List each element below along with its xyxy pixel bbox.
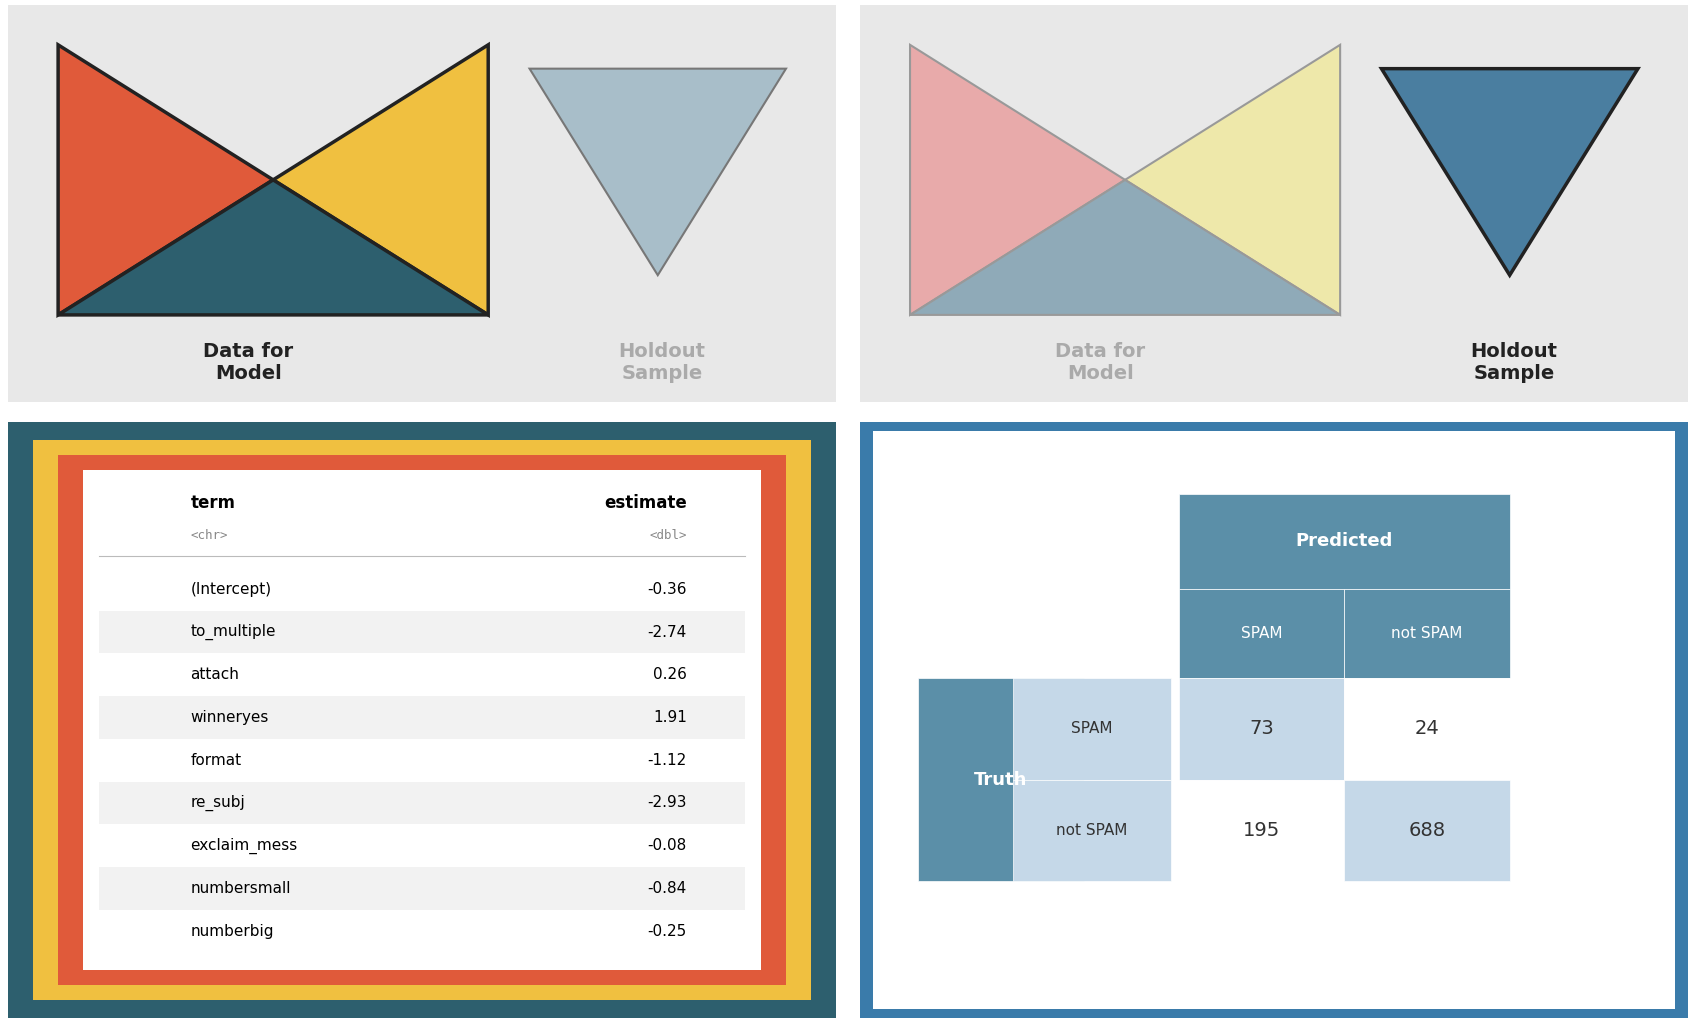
- Text: 0.26: 0.26: [653, 667, 687, 682]
- Text: -1.12: -1.12: [648, 753, 687, 767]
- FancyBboxPatch shape: [100, 611, 745, 654]
- Text: format: format: [190, 753, 241, 767]
- Polygon shape: [273, 45, 488, 315]
- Text: -0.36: -0.36: [648, 582, 687, 597]
- Polygon shape: [911, 180, 1340, 315]
- FancyBboxPatch shape: [1345, 780, 1509, 881]
- FancyBboxPatch shape: [918, 678, 1084, 881]
- FancyBboxPatch shape: [1179, 678, 1345, 780]
- Text: 688: 688: [1408, 820, 1445, 840]
- Text: re_subj: re_subj: [190, 795, 246, 811]
- Polygon shape: [911, 45, 1124, 315]
- Polygon shape: [1382, 69, 1638, 275]
- Text: -0.84: -0.84: [648, 881, 687, 896]
- FancyBboxPatch shape: [100, 782, 745, 825]
- FancyBboxPatch shape: [860, 5, 1688, 402]
- FancyBboxPatch shape: [873, 431, 1676, 1009]
- Text: 195: 195: [1243, 820, 1280, 840]
- FancyBboxPatch shape: [8, 422, 836, 1018]
- Text: -0.08: -0.08: [648, 838, 687, 853]
- Polygon shape: [529, 69, 785, 275]
- Text: 1.91: 1.91: [653, 710, 687, 725]
- FancyBboxPatch shape: [1179, 780, 1345, 881]
- Polygon shape: [58, 45, 273, 315]
- FancyBboxPatch shape: [1345, 589, 1509, 678]
- FancyBboxPatch shape: [100, 866, 745, 909]
- Text: 73: 73: [1250, 719, 1274, 739]
- Text: Holdout
Sample: Holdout Sample: [1470, 342, 1557, 383]
- Text: SPAM: SPAM: [1072, 721, 1113, 737]
- FancyBboxPatch shape: [100, 697, 745, 739]
- Polygon shape: [58, 180, 488, 315]
- Text: to_multiple: to_multiple: [190, 624, 276, 640]
- FancyBboxPatch shape: [860, 422, 1688, 1018]
- FancyBboxPatch shape: [8, 5, 836, 402]
- Text: not SPAM: not SPAM: [1391, 626, 1462, 641]
- Text: numberbig: numberbig: [190, 924, 275, 938]
- Text: estimate: estimate: [604, 493, 687, 512]
- Text: 24: 24: [1414, 719, 1440, 739]
- Text: Truth: Truth: [974, 770, 1028, 789]
- FancyBboxPatch shape: [83, 470, 762, 970]
- Text: <dbl>: <dbl>: [650, 529, 687, 542]
- FancyBboxPatch shape: [34, 440, 811, 1000]
- Text: -2.93: -2.93: [648, 796, 687, 810]
- Text: attach: attach: [190, 667, 239, 682]
- FancyBboxPatch shape: [1345, 678, 1509, 780]
- FancyBboxPatch shape: [58, 455, 785, 985]
- FancyBboxPatch shape: [1179, 494, 1509, 589]
- Text: exclaim_mess: exclaim_mess: [190, 838, 298, 854]
- FancyBboxPatch shape: [1014, 780, 1170, 881]
- Text: (Intercept): (Intercept): [190, 582, 271, 597]
- Text: winneryes: winneryes: [190, 710, 270, 725]
- Text: SPAM: SPAM: [1241, 626, 1282, 641]
- Text: Predicted: Predicted: [1296, 532, 1392, 550]
- Text: Holdout
Sample: Holdout Sample: [619, 342, 706, 383]
- FancyBboxPatch shape: [1014, 678, 1170, 780]
- Text: -2.74: -2.74: [648, 625, 687, 639]
- Text: -0.25: -0.25: [648, 924, 687, 938]
- FancyBboxPatch shape: [1179, 589, 1345, 678]
- Text: not SPAM: not SPAM: [1057, 822, 1128, 838]
- Text: term: term: [190, 493, 236, 512]
- Text: numbersmall: numbersmall: [190, 881, 292, 896]
- Text: Data for
Model: Data for Model: [1055, 342, 1145, 383]
- Text: Data for
Model: Data for Model: [204, 342, 293, 383]
- Polygon shape: [1124, 45, 1340, 315]
- Text: <chr>: <chr>: [190, 529, 227, 542]
